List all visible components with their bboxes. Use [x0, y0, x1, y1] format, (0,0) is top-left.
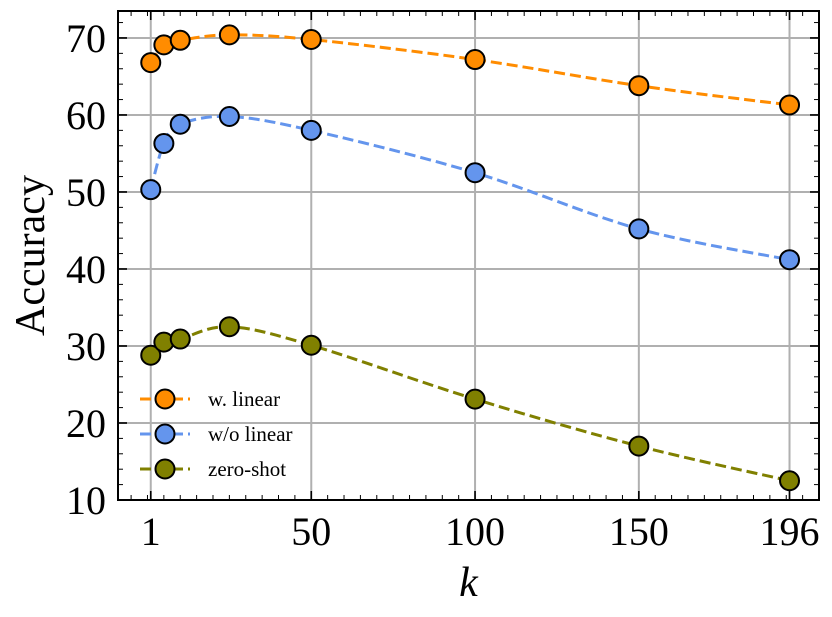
- data-point-zero-shot-k25: [218, 316, 240, 338]
- data-point-w-o-linear-k5: [153, 132, 175, 154]
- series-zero-shot: [140, 316, 801, 492]
- data-point-w-o-linear-k50: [300, 119, 322, 141]
- data-point-w-linear-k1: [140, 52, 162, 74]
- legend-item-w-o-linear: w/o linear: [140, 422, 293, 446]
- data-point-w-o-linear-k196: [779, 249, 801, 271]
- x-tick-label-1: 1: [141, 509, 161, 554]
- y-tick-label-60: 60: [66, 93, 106, 138]
- data-point-w-linear-k100: [464, 49, 486, 71]
- data-point-w-linear-k10: [169, 29, 191, 51]
- data-point-zero-shot-k1: [140, 344, 162, 366]
- data-point-zero-shot-k100: [464, 388, 486, 410]
- legend-label-w-linear: w. linear: [208, 387, 280, 411]
- legend-marker-w-linear: [154, 388, 176, 410]
- data-point-zero-shot-k10: [169, 328, 191, 350]
- data-point-w-linear-k25: [218, 24, 240, 46]
- data-point-zero-shot-k50: [300, 334, 322, 356]
- y-axis-title: Accuracy: [8, 175, 54, 336]
- data-point-w-linear-k150: [628, 75, 650, 97]
- data-point-zero-shot-k150: [628, 435, 650, 457]
- series-line-w-o-linear: [149, 114, 790, 262]
- series-group: [140, 24, 801, 492]
- data-point-w-o-linear-k100: [464, 162, 486, 184]
- y-tick-label-70: 70: [66, 16, 106, 61]
- data-point-w-o-linear-k10: [169, 113, 191, 135]
- data-point-w-o-linear-k150: [628, 218, 650, 240]
- y-tick-label-20: 20: [66, 401, 106, 446]
- legend-marker-zero-shot: [154, 458, 176, 480]
- data-point-w-linear-k50: [300, 28, 322, 50]
- legend: w. linear w/o linear zero-shot: [140, 387, 293, 481]
- legend-item-w-linear: w. linear: [140, 387, 280, 411]
- y-tick-label-50: 50: [66, 170, 106, 215]
- legend-item-zero-shot: zero-shot: [140, 457, 286, 481]
- data-point-w-o-linear-k25: [218, 106, 240, 128]
- series-w-o-linear: [140, 106, 801, 271]
- y-tick-label-10: 10: [66, 478, 106, 523]
- axis-ticks: [118, 11, 820, 501]
- data-point-w-o-linear-k1: [140, 179, 162, 201]
- series-line-w-linear: [149, 33, 790, 107]
- y-tick-label-30: 30: [66, 324, 106, 369]
- legend-marker-w-o-linear: [154, 423, 176, 445]
- x-tick-label-100: 100: [445, 509, 505, 554]
- y-tick-label-40: 40: [66, 247, 106, 292]
- x-axis-title: k: [459, 560, 479, 606]
- data-point-zero-shot-k196: [779, 470, 801, 492]
- x-tick-label-196: 196: [760, 509, 820, 554]
- plot-frame: [117, 10, 820, 501]
- legend-label-zero-shot: zero-shot: [208, 457, 286, 481]
- data-point-w-linear-k196: [779, 94, 801, 116]
- x-tick-label-50: 50: [291, 509, 331, 554]
- x-tick-label-150: 150: [609, 509, 669, 554]
- legend-label-w-o-linear: w/o linear: [208, 422, 293, 446]
- series-w-linear: [140, 24, 801, 116]
